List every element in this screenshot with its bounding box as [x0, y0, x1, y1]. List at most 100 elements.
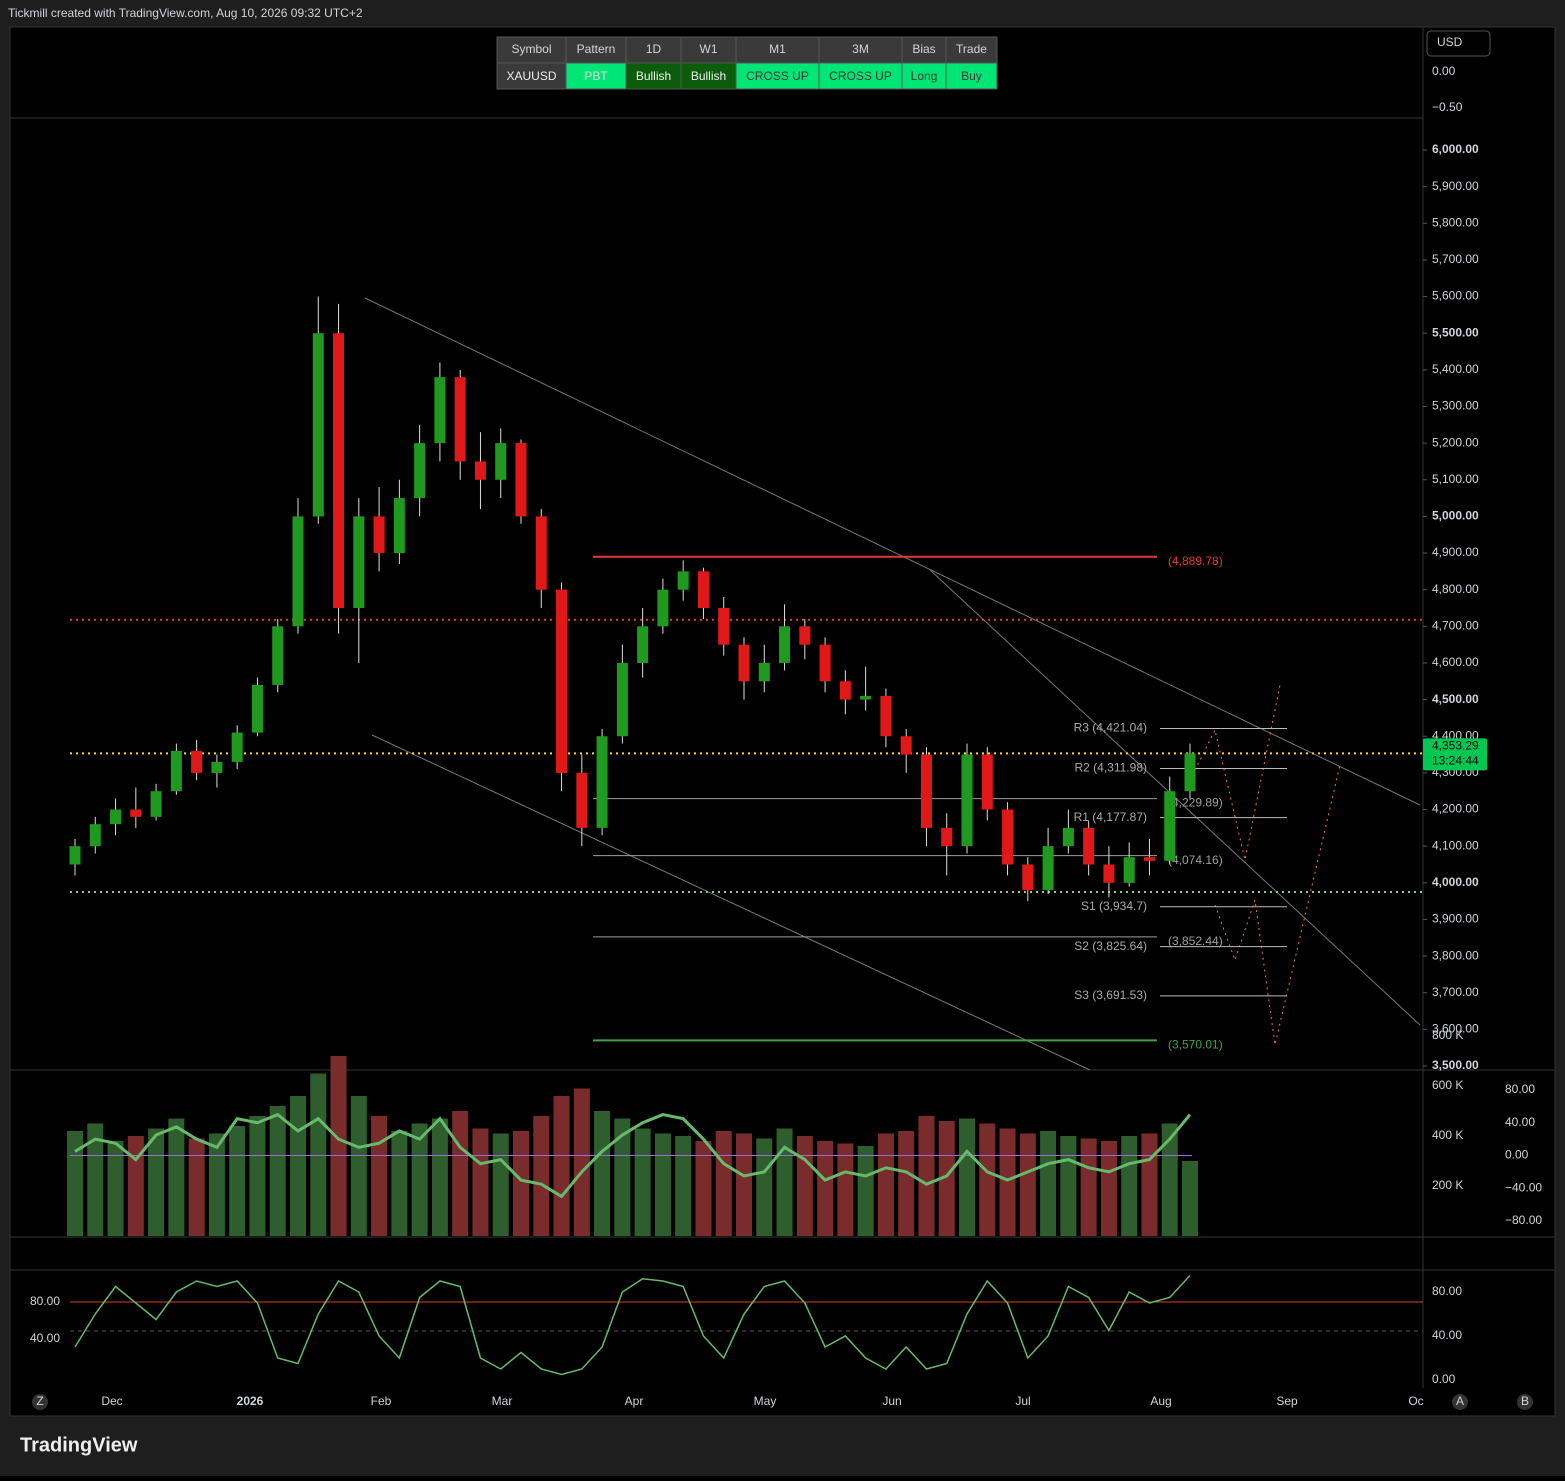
candle-body	[495, 443, 507, 480]
table-header: Bias	[912, 42, 935, 56]
y-tick-label: 4,100.00	[1432, 838, 1479, 852]
volume-bar	[573, 1088, 590, 1236]
y-tick-label: 4,500.00	[1432, 692, 1479, 706]
y-tick-label: 5,500.00	[1432, 325, 1479, 339]
volume-bar	[1100, 1141, 1117, 1236]
candle-body	[1164, 791, 1176, 861]
x-tick-label: Aug	[1150, 1394, 1171, 1408]
pivot-label: R3 (4,421.04)	[1074, 721, 1147, 735]
table-cell	[735, 62, 820, 90]
level-label: (4,074.16)	[1168, 853, 1223, 867]
button-label: A	[1456, 1394, 1464, 1408]
y-tick-label: 5,100.00	[1432, 472, 1479, 486]
candle-body	[758, 662, 770, 682]
volume-bar	[249, 1116, 266, 1236]
level-label: (4,889.78)	[1168, 554, 1223, 568]
table-header: M1	[769, 42, 786, 56]
pivot-label: R2 (4,311.98)	[1075, 761, 1148, 775]
y-tick-label: 3,600.00	[1432, 1022, 1479, 1036]
candle-body	[1083, 827, 1095, 865]
candle-body	[535, 516, 547, 590]
volume-bar	[796, 1136, 813, 1236]
momentum-line	[74, 1112, 1192, 1199]
candle-body	[556, 589, 568, 773]
table-header-cell	[680, 36, 737, 64]
candle-body	[454, 377, 466, 462]
candle-body	[860, 695, 872, 700]
volume-bar	[350, 1096, 367, 1236]
x-tick-label: Jun	[882, 1394, 901, 1408]
candle-body	[170, 750, 182, 792]
candle-body	[941, 827, 953, 847]
candle-body	[819, 644, 831, 682]
button-label: Z	[36, 1394, 43, 1408]
volume-bar	[1182, 1161, 1198, 1236]
volume-bar	[756, 1138, 773, 1236]
candle-body	[434, 377, 446, 444]
y-tick-label: 5,200.00	[1432, 435, 1479, 449]
stoch-line	[74, 1274, 1191, 1376]
button-label: B	[1521, 1394, 1529, 1408]
candle-body	[333, 333, 345, 608]
table-cell	[818, 62, 903, 90]
candle-body	[110, 809, 122, 825]
table-header: Symbol	[511, 42, 551, 56]
candle-body	[1103, 864, 1115, 883]
candle-body	[839, 681, 851, 700]
candle-body	[292, 516, 304, 627]
candle-body	[393, 498, 405, 554]
volume-bar	[188, 1138, 205, 1236]
table-cell	[565, 62, 627, 90]
table-value: XAUUSD	[506, 69, 556, 83]
volume-bar	[695, 1141, 712, 1236]
candle-body	[312, 333, 324, 517]
currency-box[interactable]	[1426, 30, 1491, 57]
volume-bar	[229, 1126, 246, 1236]
button[interactable]	[1517, 1394, 1533, 1410]
volume-bar	[553, 1096, 570, 1236]
volume-bar	[127, 1136, 144, 1236]
button[interactable]	[32, 1394, 48, 1410]
x-tick-label: Dec	[101, 1394, 122, 1408]
table-cell	[945, 62, 998, 90]
table-header-cell	[818, 36, 903, 64]
table-value: CROSS UP	[829, 69, 892, 83]
table-value: Buy	[961, 69, 982, 83]
volume-bar	[67, 1131, 83, 1236]
candle-body	[150, 791, 162, 817]
candle-body	[637, 626, 649, 663]
volume-bar	[107, 1141, 124, 1236]
candle-body	[1123, 857, 1135, 883]
table-header-cell	[625, 36, 682, 64]
y-tick-label: 4,700.00	[1432, 618, 1479, 632]
candle-body	[799, 626, 811, 645]
candle-body	[515, 443, 527, 517]
momentum-tick: 80.00	[1505, 1082, 1535, 1096]
volume-tick: 200 K	[1432, 1178, 1463, 1192]
volume-bar	[290, 1096, 306, 1236]
table-value: PBT	[584, 69, 608, 83]
y-tick-label: 5,400.00	[1432, 362, 1479, 376]
candle-body	[231, 732, 243, 762]
table-header-cell	[901, 36, 947, 64]
level-label: (3,570.01)	[1168, 1038, 1223, 1052]
y-tick-label: 4,000.00	[1432, 875, 1479, 889]
volume-bar	[877, 1133, 894, 1236]
candle-body	[272, 626, 284, 685]
candle-body	[981, 754, 993, 810]
level-label: (4,229.89)	[1168, 796, 1223, 810]
stoch-left-tick: 80.00	[30, 1294, 60, 1308]
momentum-tick: −40.00	[1505, 1180, 1542, 1194]
volume-bar	[87, 1123, 104, 1236]
projection	[1214, 764, 1341, 1046]
button[interactable]	[1452, 1394, 1468, 1410]
volume-bar	[513, 1131, 529, 1236]
table-header: W1	[700, 42, 718, 56]
volume-bar	[614, 1118, 631, 1236]
volume-bar	[715, 1131, 732, 1236]
candle-body	[677, 571, 689, 590]
momentum-tick: 0.00	[1505, 1148, 1529, 1162]
y-tick-label: 4,200.00	[1432, 802, 1479, 816]
y-tick-label: 5,700.00	[1432, 252, 1479, 266]
candle-body	[474, 461, 486, 480]
